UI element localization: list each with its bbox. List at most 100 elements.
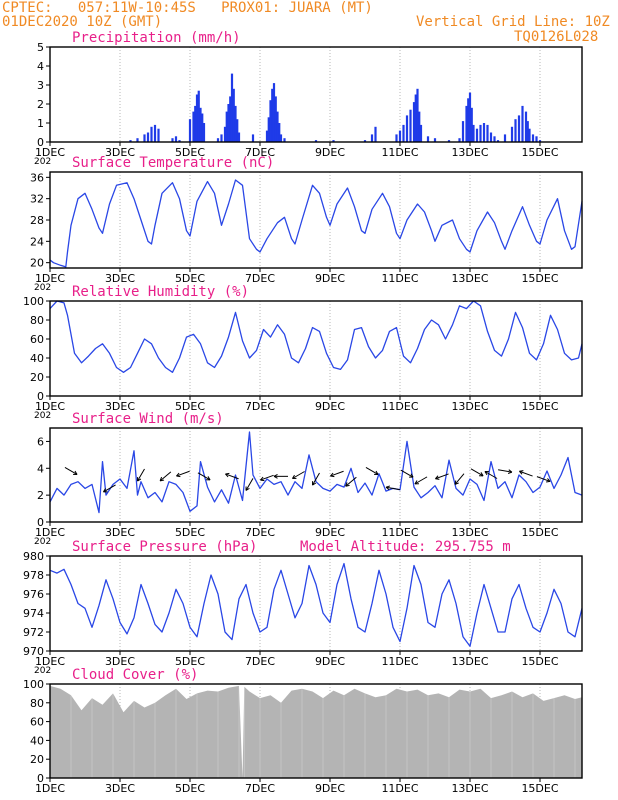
precip-bar [223,126,227,142]
wind-arrow-head [74,470,78,475]
x-tick-label: 1DEC [35,782,65,795]
x-tick-label: 9DEC [315,146,345,159]
precip-bar [467,98,470,142]
wind-arrow [484,471,498,479]
cloud-cover-area [50,685,582,778]
precip-bar [192,111,195,142]
wind-arrow [273,473,288,479]
wind-arrow-head [103,488,106,493]
x-tick-label: 3DEC [105,782,135,795]
wind-arrow-shaft [260,474,274,481]
precip-bar [517,115,521,142]
precip-bar [236,119,239,142]
x-year-fragment: 202 [34,537,51,547]
y-tick-label: 970 [23,645,44,658]
wind-arrow-head [260,479,265,482]
x-tick-label: 5DEC [175,146,205,159]
wind-arrow [225,472,239,480]
wind-arrow [312,472,320,486]
header-grid-note: Vertical Grid Line: 10Z [416,14,610,30]
x-tick-label: 3DEC [105,655,135,668]
precip-bar [514,119,517,142]
precip-bar [426,136,430,142]
y-tick-label: 100 [23,678,44,691]
y-tick-label: 20 [30,753,44,766]
wind-arrow-shaft [345,476,357,487]
y-tick-label: 980 [23,550,44,563]
x-tick-label: 11DEC [381,400,418,413]
panel-frame [49,427,583,523]
x-tick-label: 5DEC [175,272,205,285]
wind-arrow [159,471,172,482]
x-tick-label: 13DEC [451,526,488,539]
wind-arrow [400,469,414,478]
temp-title: Surface Temperature (nC) [72,155,274,171]
y-tick-label: 3 [37,79,44,92]
y-tick-label: 6 [37,435,44,448]
precip-bar [216,138,220,142]
x-tick-label: 3DEC [105,272,135,285]
panel-temp: 20 24 28 32 36 1DEC 3DEC 5DEC 7DEC 9DEC 11DEC 13DEC… [30,155,583,293]
x-tick-label: 7DEC [245,400,275,413]
precip-bar [528,128,531,142]
precip-bar [414,94,417,142]
wind-arrow [176,470,190,478]
precip-bar [146,132,150,142]
precip-bar [470,107,473,142]
precip-bar [535,136,538,142]
y-tick-label: 2 [37,98,44,111]
precip-bar [274,96,277,142]
precip-bar [332,140,335,142]
precip-bar [143,134,146,142]
wind-arrow [536,476,551,483]
precip-bar [468,92,472,142]
wind-arrow-head [273,475,278,479]
wind-arrow-head [375,470,379,475]
x-tick-label: 1DEC [35,655,65,668]
wind-arrow [365,467,379,475]
x-tick-label: 5DEC [175,526,205,539]
precip-bar [157,128,160,142]
precip-title: Precipitation (mm/h) [72,30,241,46]
wind-arrow-shaft [197,472,211,481]
precip-bar [493,136,496,142]
wind-arrow [385,485,400,491]
wind-arrow [470,468,484,477]
x-tick-label: 7DEC [245,655,275,668]
wind-arrow-shaft [64,467,78,475]
wind-arrow-head [260,476,264,481]
wind-arrow-head [435,478,440,480]
x-tick-label: 7DEC [245,272,275,285]
precip-bar [220,134,223,142]
wind-arrow-head [330,472,334,477]
precip-bar [197,90,200,142]
precip-bar [265,130,269,142]
y-tick-label: 60 [30,333,44,346]
precip-bar [489,132,493,142]
x-tick-label: 9DEC [315,782,345,795]
wind-arrow-shaft [498,469,512,473]
panel-wind: 0 2 4 6 1DEC 3DEC 5DEC 7DEC 9DEC 11DEC 13DEC 15DEC 2… [34,411,583,547]
y-tick-label: 0 [37,516,44,529]
x-tick-label: 9DEC [315,400,345,413]
wind-arrow-shaft [386,486,400,491]
precip-bar [279,134,283,142]
wind-arrow-head [507,471,513,474]
y-tick-label: 978 [23,569,44,582]
wind-arrow-shaft [519,470,533,477]
wind-arrow [260,474,274,482]
panel-frame [49,555,583,652]
wind-arrow-head [519,470,524,472]
wind-arrow-shaft [470,468,484,477]
precip-bar [538,140,542,142]
wind-arrow-head [454,480,457,485]
x-tick-label: 5DEC [175,782,205,795]
x-tick-label: 3DEC [105,400,135,413]
precip-bar [251,134,255,142]
wind-arrow-head [385,486,390,491]
x-tick-label: 13DEC [451,400,488,413]
x-tick-label: 11DEC [381,272,418,285]
precip-bar [503,134,507,142]
precip-bar [433,138,437,142]
x-tick-label: 9DEC [315,655,345,668]
